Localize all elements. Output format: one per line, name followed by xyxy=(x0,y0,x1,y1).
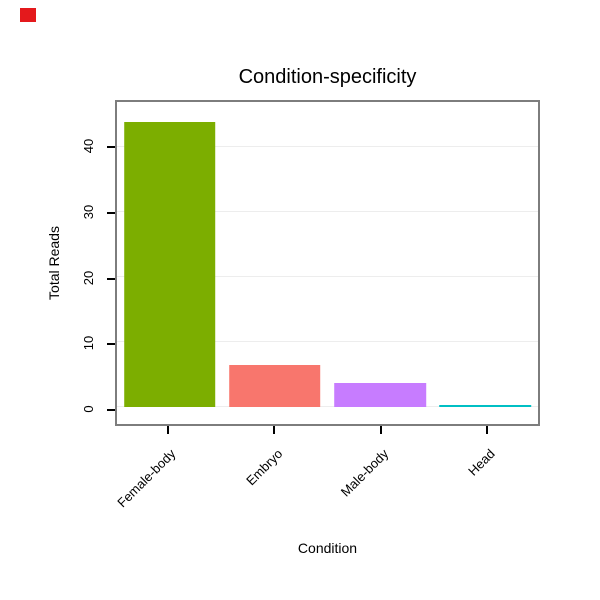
y-tick-mark xyxy=(107,211,115,214)
x-tick-label: Embryo xyxy=(242,446,285,489)
plot-area xyxy=(117,102,538,424)
y-tick-mark xyxy=(107,343,115,346)
x-tick-mark xyxy=(167,426,170,434)
chart-title: Condition-specificity xyxy=(238,66,417,88)
y-tick-label: 40 xyxy=(81,138,96,154)
y-tick-mark xyxy=(107,146,115,149)
y-tick-mark xyxy=(107,409,115,412)
y-axis-ticks xyxy=(107,100,115,426)
red-square-icon xyxy=(20,8,36,22)
x-axis-ticks xyxy=(115,426,540,434)
x-axis-tick-labels: Female-body Embryo Male-body Head xyxy=(114,440,540,550)
x-tick-mark xyxy=(485,426,488,434)
gridline xyxy=(117,146,538,148)
x-tick-mark xyxy=(273,426,276,434)
y-tick-label: 10 xyxy=(81,336,96,351)
plot-panel xyxy=(115,100,540,426)
x-tick-label: Male-body xyxy=(337,446,392,500)
bar-female-body xyxy=(123,121,216,408)
gridline xyxy=(117,341,538,343)
gridline xyxy=(117,276,538,278)
y-tick-label: 30 xyxy=(81,204,96,220)
x-tick-mark xyxy=(379,426,382,434)
y-axis-title: Total Reads xyxy=(46,226,62,300)
x-tick-label: Head xyxy=(464,446,498,479)
y-axis-tick-labels: 0 10 20 30 40 xyxy=(76,100,102,426)
x-tick-label: Female-body xyxy=(114,446,179,511)
bar-male-body xyxy=(334,382,426,408)
y-tick-label: 20 xyxy=(81,270,96,285)
gridline xyxy=(117,211,538,213)
x-axis-title: Condition xyxy=(297,540,358,556)
y-tick-label: 0 xyxy=(81,405,96,413)
gridline xyxy=(117,406,538,408)
y-tick-mark xyxy=(107,277,115,280)
bar-head xyxy=(439,404,532,408)
bar-embryo xyxy=(229,365,321,408)
